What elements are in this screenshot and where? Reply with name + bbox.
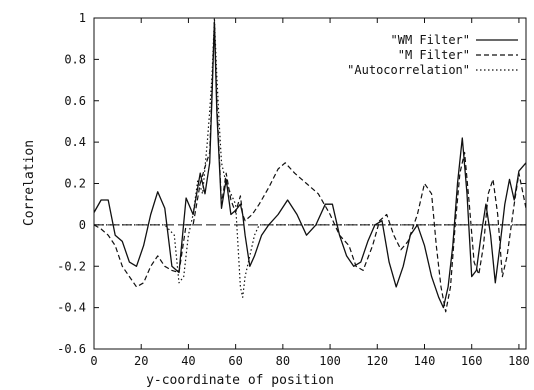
x-tick-label: 80 bbox=[276, 354, 290, 368]
legend: "WM Filter""M Filter""Autocorrelation" bbox=[347, 33, 518, 77]
x-tick-label: 180 bbox=[508, 354, 530, 368]
series-line-3 bbox=[94, 17, 526, 298]
y-axis-label: Correlation bbox=[22, 140, 37, 226]
x-axis-label: y-coordinate of position bbox=[146, 373, 334, 388]
x-tick-label: 160 bbox=[461, 354, 483, 368]
legend-label: "M Filter" bbox=[398, 48, 470, 62]
y-tick-label: 0.8 bbox=[64, 52, 86, 66]
series-line-2 bbox=[93, 21, 527, 313]
series-layer bbox=[93, 17, 527, 313]
y-tick-label: -0.6 bbox=[57, 342, 86, 356]
x-tick-label: 120 bbox=[366, 354, 388, 368]
y-tick-label: 0 bbox=[79, 218, 86, 232]
y-tick-label: 0.2 bbox=[64, 177, 86, 191]
x-tick-label: 40 bbox=[181, 354, 195, 368]
legend-label: "Autocorrelation" bbox=[347, 63, 470, 77]
x-tick-label: 100 bbox=[319, 354, 341, 368]
y-tick-label: -0.2 bbox=[57, 259, 86, 273]
x-tick-label: 140 bbox=[414, 354, 436, 368]
y-tick-label: -0.4 bbox=[57, 301, 86, 315]
y-axis-ticks: 1 0.8 0.6 0.4 0.2 0 -0.2 -0.4 -0.6 bbox=[57, 11, 526, 356]
x-tick-label: 60 bbox=[228, 354, 242, 368]
x-tick-label: 0 bbox=[90, 354, 97, 368]
y-tick-label: 1 bbox=[79, 11, 86, 25]
x-axis-ticks: 0 20 40 60 80 100 120 140 160 180 bbox=[90, 18, 530, 368]
y-tick-label: 0.4 bbox=[64, 135, 86, 149]
y-tick-label: 0.6 bbox=[64, 94, 86, 108]
legend-label: "WM Filter" bbox=[391, 33, 470, 47]
x-tick-label: 20 bbox=[134, 354, 148, 368]
